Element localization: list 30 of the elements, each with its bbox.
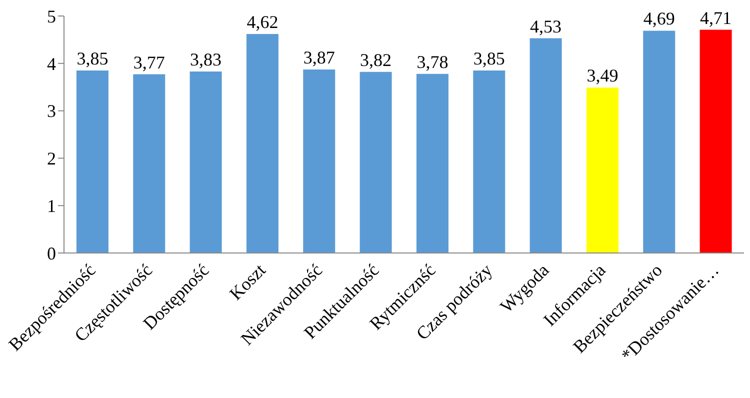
data-label: 3,82 [360, 50, 392, 70]
bar [360, 72, 392, 253]
y-tick-label: 5 [47, 6, 56, 26]
y-tick-label: 0 [47, 243, 56, 264]
y-tick-label: 4 [47, 54, 56, 74]
bar [133, 74, 166, 253]
data-label: 3,85 [76, 48, 108, 69]
bar [530, 38, 562, 253]
data-label: 4,71 [700, 8, 732, 28]
y-tick-label: 1 [47, 196, 56, 216]
bar [700, 30, 732, 253]
data-label: 3,83 [190, 49, 222, 70]
data-label: 3,49 [586, 66, 618, 86]
bar [303, 70, 336, 253]
bar [76, 70, 108, 253]
y-tick-label: 3 [47, 101, 56, 122]
bar [190, 71, 222, 253]
data-label: 3,87 [303, 48, 335, 68]
bar [586, 88, 618, 253]
y-tick-label: 2 [47, 148, 56, 169]
bar [643, 30, 676, 253]
data-label: 3,78 [416, 52, 448, 72]
bar [473, 70, 506, 253]
data-label: 3,85 [473, 48, 505, 69]
bar [246, 34, 278, 253]
data-label: 4,53 [530, 16, 562, 36]
data-label: 4,62 [246, 12, 278, 32]
bar [416, 74, 448, 253]
data-label: 4,69 [643, 8, 675, 29]
data-label: 3,77 [133, 52, 165, 72]
